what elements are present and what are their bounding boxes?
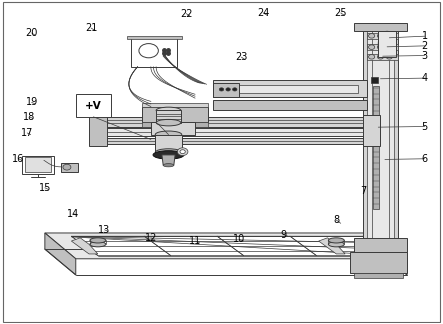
Text: 1: 1 <box>422 31 427 41</box>
Bar <box>363 30 398 262</box>
Ellipse shape <box>90 242 106 247</box>
Bar <box>363 115 381 146</box>
Text: 4: 4 <box>422 73 427 83</box>
Bar <box>76 94 111 117</box>
Bar <box>142 103 208 107</box>
Ellipse shape <box>226 88 230 91</box>
Ellipse shape <box>386 34 392 38</box>
Polygon shape <box>98 138 376 144</box>
Bar <box>89 114 107 146</box>
Bar <box>131 38 177 67</box>
Bar <box>213 100 367 110</box>
Text: 21: 21 <box>85 23 97 33</box>
Text: 25: 25 <box>334 8 347 18</box>
Ellipse shape <box>377 45 384 49</box>
Ellipse shape <box>378 31 396 57</box>
Ellipse shape <box>156 120 181 126</box>
Text: 17: 17 <box>21 128 33 138</box>
Ellipse shape <box>155 131 182 138</box>
Ellipse shape <box>180 150 185 154</box>
Bar <box>350 252 407 273</box>
Polygon shape <box>98 128 376 136</box>
Bar <box>354 273 403 278</box>
Text: 7: 7 <box>360 186 366 196</box>
Polygon shape <box>45 233 407 259</box>
Bar <box>127 36 182 40</box>
Text: 9: 9 <box>280 230 286 239</box>
Ellipse shape <box>377 54 384 59</box>
Ellipse shape <box>369 45 375 49</box>
Text: 12: 12 <box>145 233 157 243</box>
Bar <box>142 122 208 126</box>
Text: 6: 6 <box>422 154 427 164</box>
Text: 10: 10 <box>233 235 245 244</box>
Bar <box>367 54 398 60</box>
Polygon shape <box>319 238 345 254</box>
Ellipse shape <box>163 164 174 167</box>
Polygon shape <box>45 233 76 275</box>
Text: 16: 16 <box>12 154 24 164</box>
Text: 3: 3 <box>422 51 427 61</box>
Ellipse shape <box>233 88 237 91</box>
Ellipse shape <box>153 151 184 159</box>
Bar <box>367 44 398 50</box>
Bar <box>213 80 367 98</box>
Ellipse shape <box>155 149 182 156</box>
Ellipse shape <box>386 54 392 59</box>
Ellipse shape <box>328 242 344 247</box>
Text: 13: 13 <box>98 225 111 235</box>
Text: 14: 14 <box>67 209 80 219</box>
Text: 24: 24 <box>257 8 270 18</box>
Bar <box>371 77 378 83</box>
Bar <box>151 122 195 134</box>
Bar <box>354 238 407 252</box>
Bar <box>222 85 358 93</box>
Text: 11: 11 <box>189 236 201 246</box>
Polygon shape <box>376 233 407 275</box>
Text: 5: 5 <box>422 122 428 132</box>
Bar <box>61 163 78 172</box>
Text: 15: 15 <box>39 183 51 193</box>
Polygon shape <box>71 238 98 254</box>
Bar <box>367 30 394 256</box>
Bar <box>367 33 398 39</box>
Text: 18: 18 <box>23 112 35 122</box>
Ellipse shape <box>377 34 384 38</box>
Ellipse shape <box>328 238 344 243</box>
Bar <box>155 134 182 152</box>
Ellipse shape <box>219 88 224 91</box>
Bar <box>378 31 396 57</box>
Bar <box>373 86 379 209</box>
Ellipse shape <box>386 45 392 49</box>
Polygon shape <box>162 155 175 165</box>
Bar <box>156 110 181 123</box>
Ellipse shape <box>369 54 375 59</box>
Text: 2: 2 <box>422 41 428 51</box>
Text: 20: 20 <box>25 28 38 38</box>
Bar <box>213 83 239 98</box>
Ellipse shape <box>139 44 158 58</box>
Bar <box>24 157 51 172</box>
Ellipse shape <box>177 148 188 156</box>
Text: 19: 19 <box>26 97 38 107</box>
Text: 8: 8 <box>333 215 339 225</box>
Text: +V: +V <box>85 100 102 110</box>
Bar <box>22 156 54 174</box>
Ellipse shape <box>369 34 375 38</box>
Ellipse shape <box>156 107 181 114</box>
Text: 22: 22 <box>180 9 192 18</box>
Bar <box>354 23 407 31</box>
Polygon shape <box>71 236 389 256</box>
Ellipse shape <box>63 164 71 170</box>
Text: 23: 23 <box>235 52 248 62</box>
Polygon shape <box>98 117 376 126</box>
Ellipse shape <box>90 238 106 243</box>
Bar <box>142 107 208 122</box>
